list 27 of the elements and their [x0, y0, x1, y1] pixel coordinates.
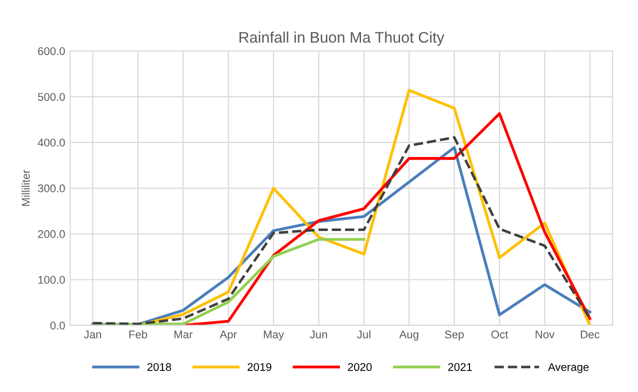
- y-tick-label: 600.0: [38, 47, 65, 56]
- x-tick-label: Aug: [399, 330, 418, 341]
- x-tick-label: Jun: [310, 330, 327, 338]
- x-tick-label: Jul: [357, 330, 370, 338]
- chart-title: Rainfall in Buon Ma Thuot City: [240, 32, 444, 46]
- legend-label: 2021: [448, 363, 472, 371]
- x-tick-label: Oct: [491, 330, 508, 338]
- y-tick-label: 400.0: [38, 138, 65, 147]
- x-tick-label: Feb: [129, 330, 148, 338]
- y-tick-label: 500.0: [38, 92, 65, 101]
- y-axis-title: Milliliter: [22, 170, 30, 206]
- legend-label: 2018: [147, 363, 172, 371]
- x-tick-label: Dec: [580, 330, 600, 338]
- legend-label: 2020: [348, 363, 372, 371]
- y-tick-label: 100.0: [38, 276, 65, 284]
- legend-label: Average: [548, 363, 589, 374]
- x-tick-label: Apr: [220, 330, 237, 341]
- y-tick-label: 200.0: [38, 230, 65, 238]
- legend-label: 2019: [248, 363, 272, 371]
- x-tick-label: Nov: [536, 330, 555, 338]
- y-tick-label: 0.0: [50, 322, 65, 330]
- x-tick-label: Jan: [84, 330, 102, 338]
- line-series: [91, 238, 366, 326]
- x-tick-label: May: [264, 330, 284, 341]
- y-tick-label: 300.0: [38, 184, 65, 192]
- x-tick-label: Sep: [444, 330, 464, 341]
- x-tick-label: Mar: [174, 330, 193, 338]
